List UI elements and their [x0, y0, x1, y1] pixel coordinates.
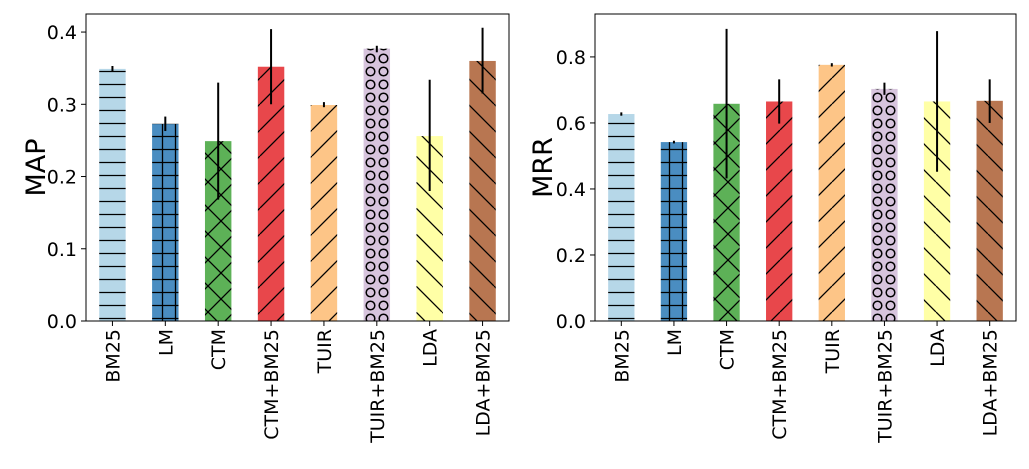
bar-lm [660, 142, 688, 321]
x-tick-label: LM [155, 329, 177, 356]
bar-tuir [818, 64, 845, 322]
plot-frame [594, 13, 1017, 322]
y-tick-label: 0.0 [47, 311, 77, 333]
x-tick-label: TUIR+BM25 [874, 329, 896, 444]
x-tick-label: LM [664, 329, 686, 356]
x-tick-label: TUIR [822, 329, 844, 374]
y-tick-label: 0.0 [556, 311, 586, 333]
x-tick-label: CTM [208, 329, 230, 370]
bar-lm [152, 123, 179, 322]
bar-tuir-plus-bm25 [363, 48, 391, 321]
plot-frame [85, 13, 510, 322]
x-tick-label: CTM+BM25 [769, 329, 791, 440]
x-tick-label: BM25 [102, 329, 124, 383]
map-chart: 0.0 0.1 0.2 0.3 0.4 BM25 LM CTM CTM+BM25 TUIR TUIR… [21, 13, 510, 444]
y-tick-label: 0.3 [47, 94, 77, 116]
bar-tuir-plus-bm25 [871, 88, 898, 321]
y-tick-label: 0.2 [47, 167, 77, 189]
bar-lda-plus-bm25 [469, 60, 496, 321]
y-tick-label: 0.4 [47, 22, 77, 44]
y-tick-label: 0.2 [556, 245, 586, 267]
x-tick-label: LDA+BM25 [980, 329, 1002, 436]
mrr-chart: 0.0 0.2 0.4 0.6 0.8 BM25 LM CTM CTM+BM25 TUIR TUIR… [528, 13, 1017, 444]
y-tick-label: 0.8 [556, 47, 586, 69]
x-tick-label: LDA+BM25 [473, 329, 495, 436]
y-axis-label: MAP [21, 138, 52, 196]
bar-bm25 [99, 68, 126, 321]
x-tick-label: LDA [420, 329, 442, 367]
bar-ctm-plus-bm25 [766, 101, 793, 322]
x-tick-label: TUIR [314, 329, 336, 374]
y-axis-label: MRR [528, 137, 559, 198]
bar-bm25 [608, 114, 635, 321]
x-tick-label: LDA [927, 329, 949, 367]
x-tick-label: CTM+BM25 [261, 329, 283, 440]
bar-lda-plus-bm25 [976, 100, 1003, 321]
x-tick-label: TUIR+BM25 [367, 329, 389, 444]
y-tick-label: 0.6 [556, 113, 586, 135]
x-tick-label: BM25 [611, 329, 633, 383]
bar-tuir [310, 105, 338, 321]
bar-ctm-plus-bm25 [257, 66, 285, 321]
x-tick-label: CTM [717, 329, 739, 370]
y-tick-label: 0.4 [556, 179, 586, 201]
y-tick-label: 0.1 [47, 239, 77, 261]
